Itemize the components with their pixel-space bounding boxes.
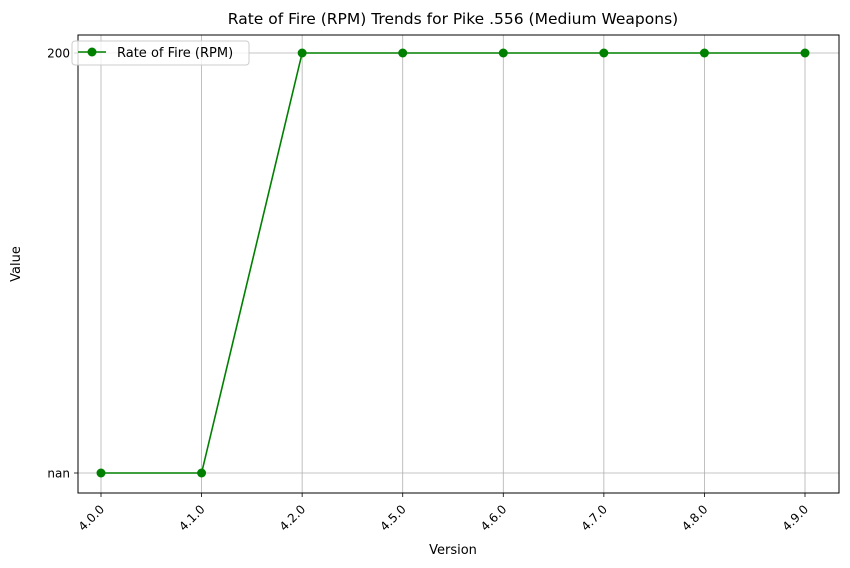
x-axis-label: Version [429, 543, 477, 558]
chart-title: Rate of Fire (RPM) Trends for Pike .556 … [228, 10, 678, 28]
legend-box [71, 40, 250, 66]
legend-marker-swatch [87, 47, 97, 57]
data-point [800, 48, 810, 58]
data-point [599, 48, 609, 58]
data-point [498, 48, 508, 58]
legend: Rate of Fire (RPM) [71, 40, 250, 66]
y-axis-label: Value [9, 246, 24, 282]
y-tick-label: nan [47, 467, 70, 481]
series-line [101, 52, 805, 474]
data-point [96, 468, 106, 478]
series-layer [96, 48, 810, 478]
legend-label: Rate of Fire (RPM) [117, 46, 233, 61]
data-point [398, 48, 408, 58]
data-point [699, 48, 709, 58]
y-tick-label: 200 [47, 47, 70, 61]
plot-area-frame [77, 34, 840, 494]
data-point [197, 468, 207, 478]
data-point [297, 48, 307, 58]
